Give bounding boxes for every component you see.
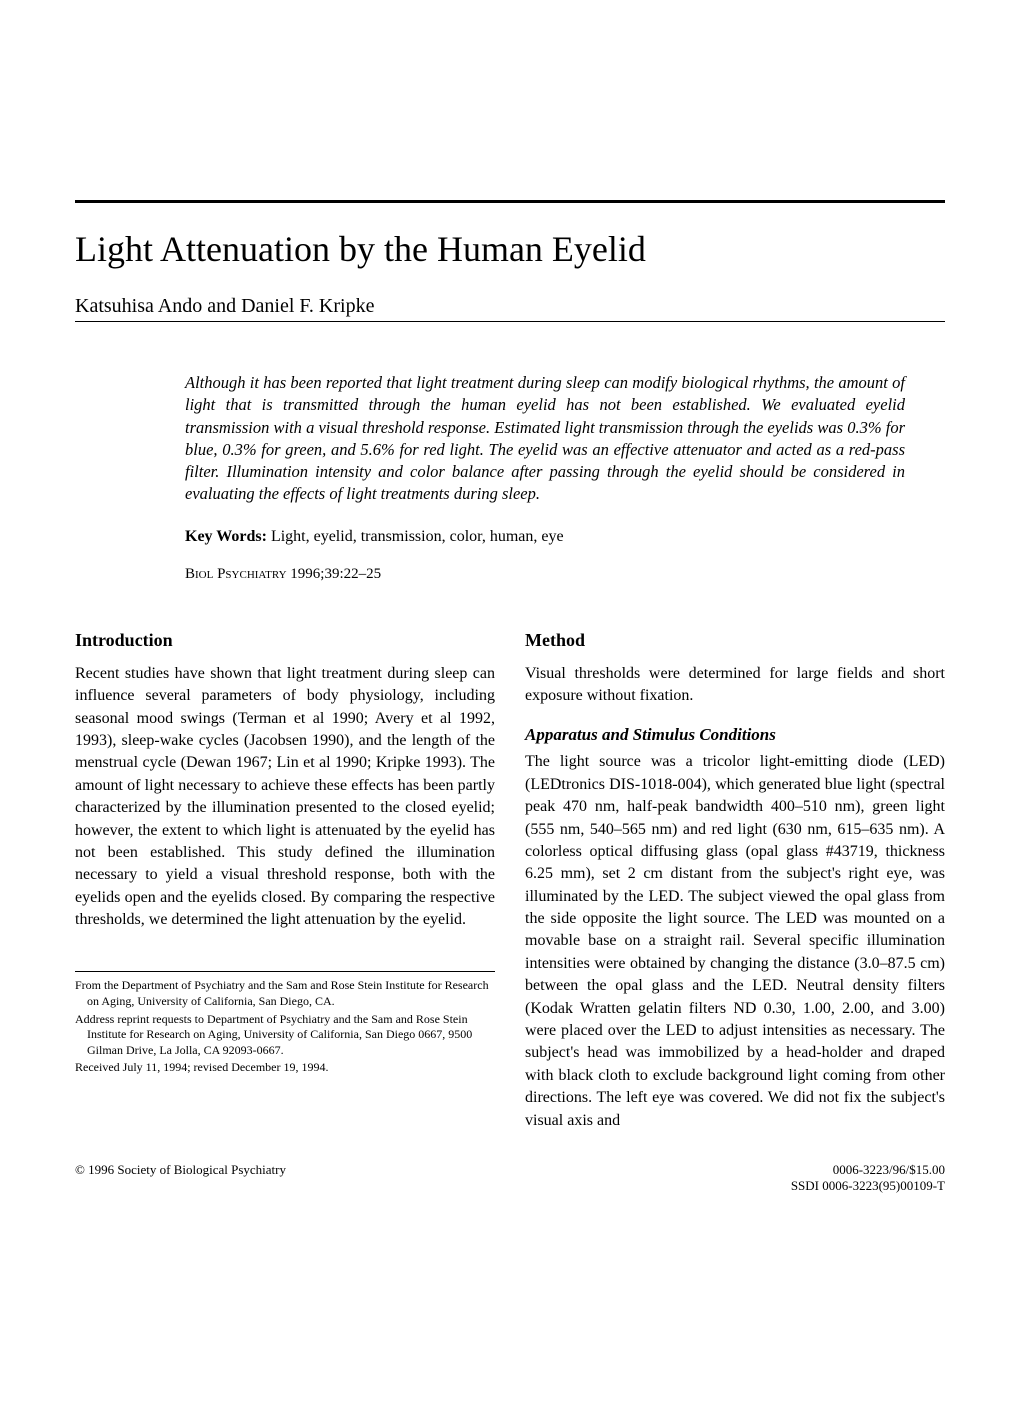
article-title: Light Attenuation by the Human Eyelid xyxy=(75,228,945,270)
left-column: Introduction Recent studies have shown t… xyxy=(75,628,495,1132)
citation-ref: 1996;39:22–25 xyxy=(287,566,382,582)
page-footer: © 1996 Society of Biological Psychiatry … xyxy=(75,1162,945,1194)
keywords-list: Light, eyelid, transmission, color, huma… xyxy=(267,528,564,545)
method-heading: Method xyxy=(525,628,945,653)
footnote-affiliation: From the Department of Psychiatry and th… xyxy=(75,978,495,1009)
keywords: Key Words: Light, eyelid, transmission, … xyxy=(185,528,905,546)
apparatus-subheading: Apparatus and Stimulus Conditions xyxy=(525,723,945,747)
author-rule xyxy=(75,321,945,322)
abstract-block: Although it has been reported that light… xyxy=(185,372,905,583)
body-columns: Introduction Recent studies have shown t… xyxy=(75,628,945,1132)
method-intro: Visual thresholds were determined for la… xyxy=(525,663,945,708)
footnote-rule xyxy=(75,971,495,972)
footer-copyright: © 1996 Society of Biological Psychiatry xyxy=(75,1162,286,1194)
keywords-label: Key Words: xyxy=(185,528,267,545)
apparatus-body: The light source was a tricolor light-em… xyxy=(525,751,945,1132)
footer-ssdi: SSDI 0006-3223(95)00109-T xyxy=(791,1178,945,1194)
abstract-text: Although it has been reported that light… xyxy=(185,372,905,506)
citation-journal: Biol Psychiatry xyxy=(185,566,287,582)
footer-right: 0006-3223/96/$15.00 SSDI 0006-3223(95)00… xyxy=(791,1162,945,1194)
top-rule xyxy=(75,200,945,203)
authors: Katsuhisa Ando and Daniel F. Kripke xyxy=(75,295,945,318)
introduction-body: Recent studies have shown that light tre… xyxy=(75,663,495,932)
introduction-heading: Introduction xyxy=(75,628,495,653)
citation: Biol Psychiatry 1996;39:22–25 xyxy=(185,566,905,583)
footer-issn: 0006-3223/96/$15.00 xyxy=(791,1162,945,1178)
right-column: Method Visual thresholds were determined… xyxy=(525,628,945,1132)
footnotes: From the Department of Psychiatry and th… xyxy=(75,978,495,1076)
footnote-address: Address reprint requests to Department o… xyxy=(75,1012,495,1059)
footnote-received: Received July 11, 1994; revised December… xyxy=(75,1060,495,1076)
